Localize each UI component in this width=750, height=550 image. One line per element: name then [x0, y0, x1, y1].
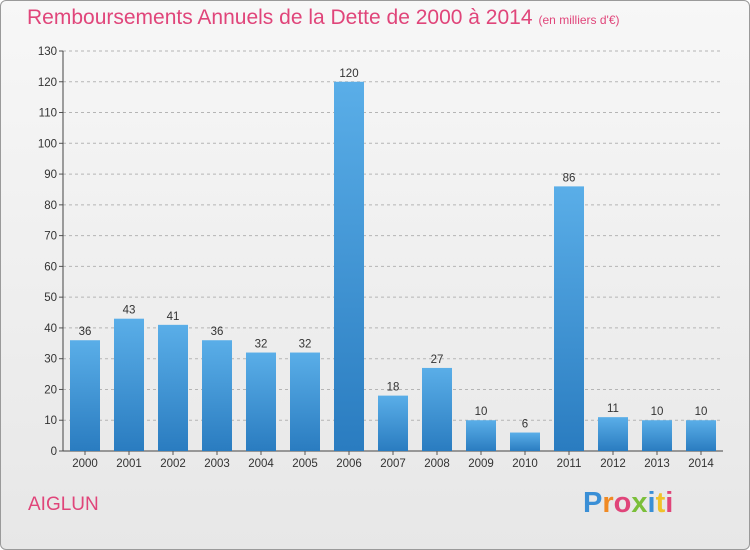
y-tick-label: 50 [44, 292, 57, 304]
bar-2006 [334, 81, 364, 452]
x-tick-label: 2008 [424, 458, 450, 470]
data-label-2004: 32 [255, 339, 268, 351]
y-tick-label: 100 [38, 138, 57, 150]
y-tick-label: 60 [44, 261, 57, 273]
y-tick-label: 30 [44, 354, 57, 366]
y-tick-label: 130 [38, 46, 57, 58]
y-tick-label: 0 [51, 446, 57, 458]
bar-2005 [290, 352, 320, 451]
y-tick-label: 120 [38, 77, 57, 89]
x-tick-label: 2014 [688, 458, 714, 470]
x-tick-label: 2001 [116, 458, 142, 470]
x-tick-label: 2013 [644, 458, 670, 470]
proxiti-logo[interactable]: Proxiti [583, 487, 673, 520]
bar-2007 [378, 395, 408, 451]
x-tick-label: 2010 [512, 458, 538, 470]
bar-2013 [642, 420, 672, 451]
bar-2000 [70, 340, 100, 451]
logo-letter: i [665, 487, 674, 519]
x-tick-label: 2009 [468, 458, 494, 470]
data-label-2012: 11 [607, 403, 619, 415]
data-label-2006: 120 [339, 68, 358, 80]
data-label-2001: 43 [123, 305, 136, 317]
data-label-2011: 86 [563, 172, 576, 184]
logo-letter: t [655, 487, 666, 519]
data-label-2014: 10 [695, 406, 708, 418]
y-tick-label: 20 [44, 384, 57, 396]
bar-2009 [466, 420, 496, 451]
labels: 0 10 20 30 40 50 60 70 80 90 100 110 120 130 2000 36 200… [38, 46, 715, 470]
y-tick-label: 40 [44, 323, 57, 335]
y-tick-label: 110 [39, 108, 57, 120]
bar-2001 [114, 318, 144, 451]
bar-2012 [598, 417, 628, 451]
data-label-2003: 36 [211, 326, 224, 338]
logo-letter: x [631, 487, 648, 519]
x-tick-label: 2011 [557, 458, 582, 470]
x-tick-label: 2004 [248, 458, 274, 470]
data-label-2010: 6 [522, 419, 528, 431]
data-label-2007: 18 [387, 382, 400, 394]
data-label-2013: 10 [651, 406, 664, 418]
place-name: AIGLUN [28, 494, 99, 515]
y-tick-label: 70 [44, 231, 57, 243]
x-tick-label: 2005 [292, 458, 318, 470]
y-tick-label: 80 [44, 200, 57, 212]
chart-title: Remboursements Annuels de la Dette de 20… [27, 6, 620, 30]
data-label-2002: 41 [167, 311, 180, 323]
logo-letter: i [647, 487, 656, 519]
data-label-2009: 10 [475, 406, 488, 418]
logo-letter: P [583, 487, 603, 519]
x-tick-label: 2002 [160, 458, 186, 470]
data-label-2008: 27 [431, 354, 444, 366]
y-tick-label: 90 [44, 169, 57, 181]
chart-title-text: Remboursements Annuels de la Dette de 20… [27, 6, 533, 29]
logo-letter: r [602, 487, 614, 519]
bar-2008 [422, 367, 452, 451]
x-tick-label: 2006 [336, 458, 362, 470]
bar-2010 [510, 432, 540, 451]
bar-2004 [246, 352, 276, 451]
x-tick-label: 2000 [72, 458, 98, 470]
bar-2014 [686, 420, 716, 451]
bar-2003 [202, 340, 232, 451]
bar-2002 [158, 324, 188, 451]
x-tick-label: 2007 [380, 458, 406, 470]
bars [70, 81, 716, 452]
data-label-2000: 36 [79, 326, 92, 338]
y-tick-label: 10 [44, 415, 57, 427]
bar-2011 [554, 186, 584, 451]
x-tick-label: 2003 [204, 458, 230, 470]
x-tick-label: 2012 [600, 458, 626, 470]
chart-subtitle: (en milliers d'€) [538, 13, 620, 27]
logo-letter: o [613, 487, 632, 519]
data-label-2005: 32 [299, 339, 312, 351]
